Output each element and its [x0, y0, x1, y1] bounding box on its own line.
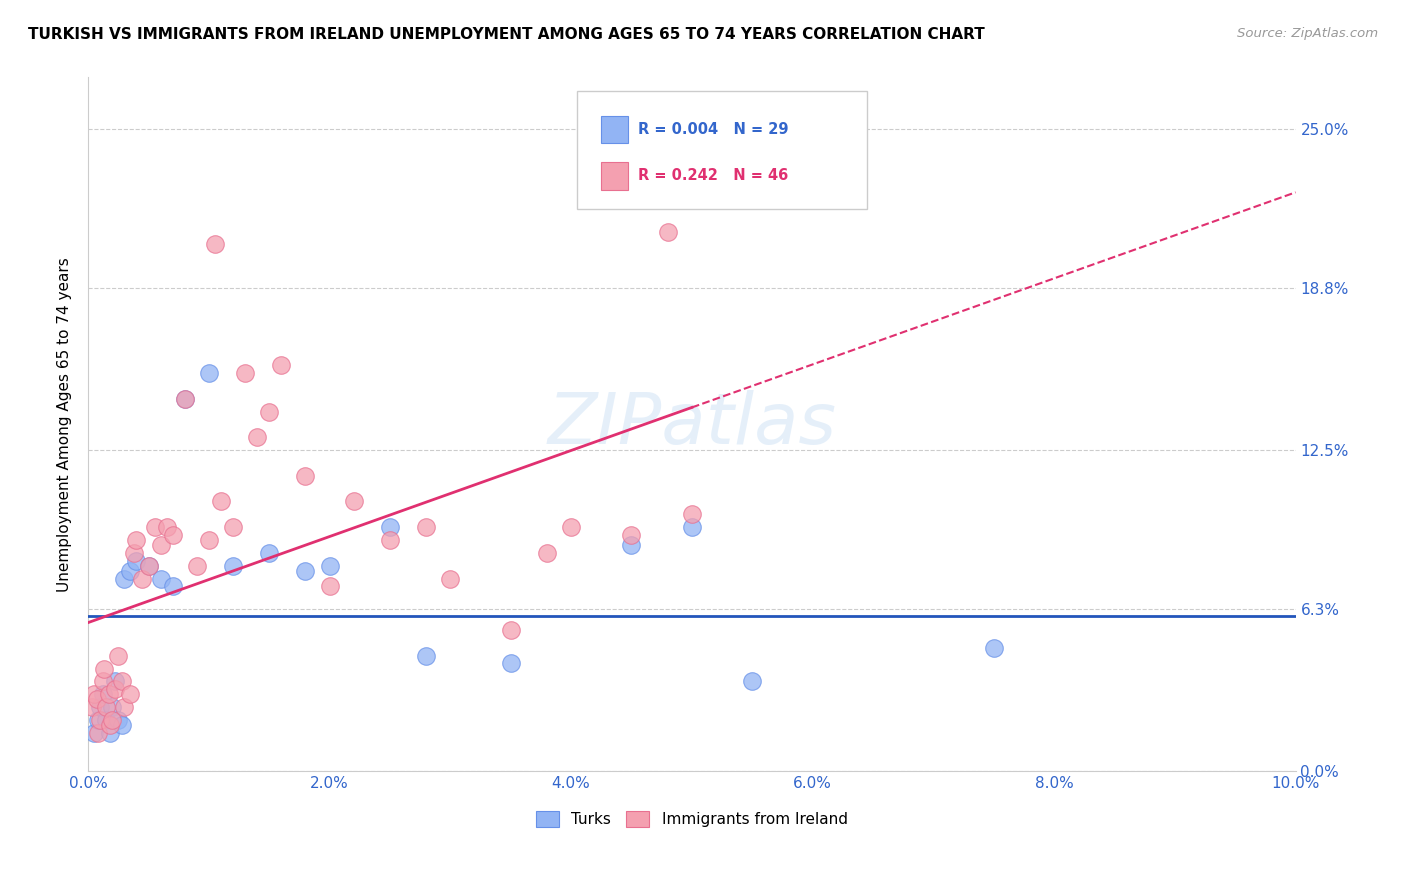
- Point: [87, 713, 110, 727]
- Text: Source: ZipAtlas.com: Source: ZipAtlas.com: [1237, 27, 1378, 40]
- Point: [149, 572, 172, 586]
- Bar: [602, 116, 628, 144]
- Point: [125, 553, 148, 567]
- Point: [91, 687, 114, 701]
- Point: [149, 538, 172, 552]
- Point: [173, 392, 195, 406]
- Point: [378, 520, 401, 534]
- Point: [343, 494, 366, 508]
- Point: [233, 366, 256, 380]
- Point: [156, 520, 179, 534]
- Point: [983, 640, 1005, 655]
- Point: [499, 657, 522, 671]
- Point: [620, 538, 643, 552]
- Point: [125, 533, 148, 547]
- Point: [101, 713, 124, 727]
- Point: [107, 713, 129, 727]
- Point: [112, 700, 135, 714]
- Point: [162, 579, 184, 593]
- Point: [97, 687, 120, 701]
- Point: [209, 494, 232, 508]
- Point: [111, 718, 134, 732]
- Legend: Turks, Immigrants from Ireland: Turks, Immigrants from Ireland: [530, 805, 853, 833]
- Point: [378, 533, 401, 547]
- Point: [499, 623, 522, 637]
- Point: [259, 404, 281, 418]
- Point: [98, 718, 121, 732]
- Text: ZIPatlas: ZIPatlas: [547, 390, 837, 458]
- Point: [318, 558, 340, 573]
- Point: [122, 546, 145, 560]
- Point: [96, 713, 118, 727]
- Point: [111, 674, 134, 689]
- Point: [83, 726, 105, 740]
- Point: [138, 558, 160, 573]
- Point: [120, 564, 142, 578]
- Point: [415, 520, 437, 534]
- Point: [198, 533, 221, 547]
- Point: [80, 700, 103, 714]
- Point: [107, 648, 129, 663]
- Point: [138, 558, 160, 573]
- Point: [96, 700, 118, 714]
- Point: [143, 520, 166, 534]
- Point: [657, 225, 679, 239]
- Point: [620, 528, 643, 542]
- Point: [162, 528, 184, 542]
- FancyBboxPatch shape: [576, 91, 868, 210]
- Point: [294, 564, 316, 578]
- Point: [93, 661, 115, 675]
- Point: [101, 700, 124, 714]
- Point: [222, 520, 245, 534]
- Point: [560, 520, 582, 534]
- Point: [246, 430, 269, 444]
- Point: [83, 687, 105, 701]
- Text: R = 0.004   N = 29: R = 0.004 N = 29: [637, 122, 787, 137]
- Point: [681, 520, 703, 534]
- Point: [104, 682, 127, 697]
- Point: [270, 359, 292, 373]
- Point: [91, 674, 114, 689]
- Y-axis label: Unemployment Among Ages 65 to 74 years: Unemployment Among Ages 65 to 74 years: [58, 257, 72, 591]
- Point: [89, 700, 111, 714]
- Point: [318, 579, 340, 593]
- Point: [120, 687, 142, 701]
- Point: [104, 674, 127, 689]
- Text: R = 0.242   N = 46: R = 0.242 N = 46: [637, 169, 787, 184]
- Point: [222, 558, 245, 573]
- Point: [173, 392, 195, 406]
- Point: [131, 572, 153, 586]
- Point: [89, 713, 111, 727]
- Point: [415, 648, 437, 663]
- Point: [741, 674, 763, 689]
- Text: TURKISH VS IMMIGRANTS FROM IRELAND UNEMPLOYMENT AMONG AGES 65 TO 74 YEARS CORREL: TURKISH VS IMMIGRANTS FROM IRELAND UNEMP…: [28, 27, 984, 42]
- Point: [259, 546, 281, 560]
- Point: [98, 726, 121, 740]
- Bar: [602, 162, 628, 190]
- Point: [294, 468, 316, 483]
- Point: [112, 572, 135, 586]
- Point: [439, 572, 461, 586]
- Point: [186, 558, 208, 573]
- Point: [681, 508, 703, 522]
- Point: [87, 726, 110, 740]
- Point: [198, 366, 221, 380]
- Point: [86, 692, 108, 706]
- Point: [536, 546, 558, 560]
- Point: [204, 237, 226, 252]
